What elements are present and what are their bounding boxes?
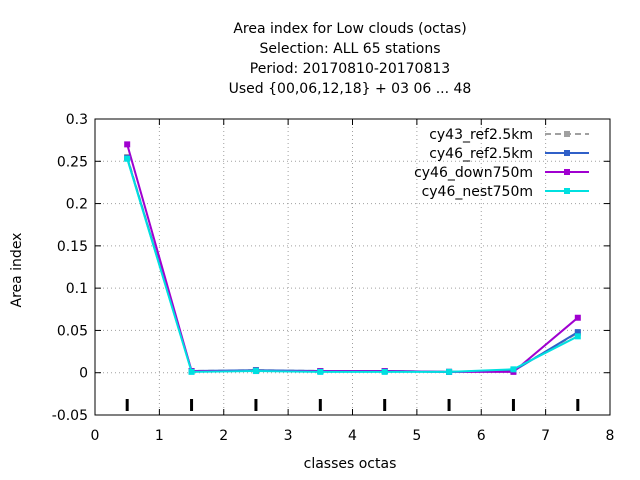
data-point [574,333,581,340]
chart-title-line-1: Area index for Low clouds (octas) [233,21,467,37]
y-tick-label: -0.05 [52,408,88,424]
legend-marker [564,169,570,175]
x-tick-label: 8 [606,428,615,444]
data-point [124,155,131,162]
y-tick-label: 0.15 [57,239,88,255]
y-axis-label: Area index [9,232,25,308]
y-tick-label: 0.1 [66,281,88,297]
data-point [317,368,324,375]
y-tick-label: 0.25 [57,154,88,170]
legend-label: cy46_nest750m [422,184,533,200]
data-point [446,368,453,375]
x-tick-label: 1 [155,428,164,444]
data-point [124,141,131,148]
y-tick-label: 0.05 [57,323,88,339]
x-tick-label: 0 [91,428,100,444]
data-point [188,368,195,375]
x-tick-label: 7 [541,428,550,444]
data-point [574,314,581,321]
legend-marker [564,131,570,137]
legend-label: cy43_ref2.5km [429,127,533,143]
data-point [252,368,259,375]
y-tick-label: 0.2 [66,197,88,213]
data-point [574,329,581,336]
chart-title-line-2: Selection: ALL 65 stations [259,41,441,57]
y-tick-label: 0 [79,366,88,382]
x-tick-label: 2 [219,428,228,444]
x-axis-label: classes octas [303,456,397,472]
chart-title-line-3: Period: 20170810-20170813 [249,61,451,77]
legend-marker [564,150,570,156]
series-line [126,158,579,373]
legend-label: cy46_ref2.5km [429,146,533,162]
data-point [510,366,517,373]
chart-title-line-4: Used {00,06,12,18} + 03 06 ... 48 [228,81,472,97]
legend-label: cy46_down750m [414,165,533,181]
x-tick-label: 6 [477,428,486,444]
data-point [381,368,388,375]
x-tick-label: 3 [284,428,293,444]
y-tick-label: 0.3 [66,112,88,128]
legend-marker [564,188,570,194]
x-tick-label: 4 [348,428,357,444]
x-tick-label: 5 [412,428,421,444]
